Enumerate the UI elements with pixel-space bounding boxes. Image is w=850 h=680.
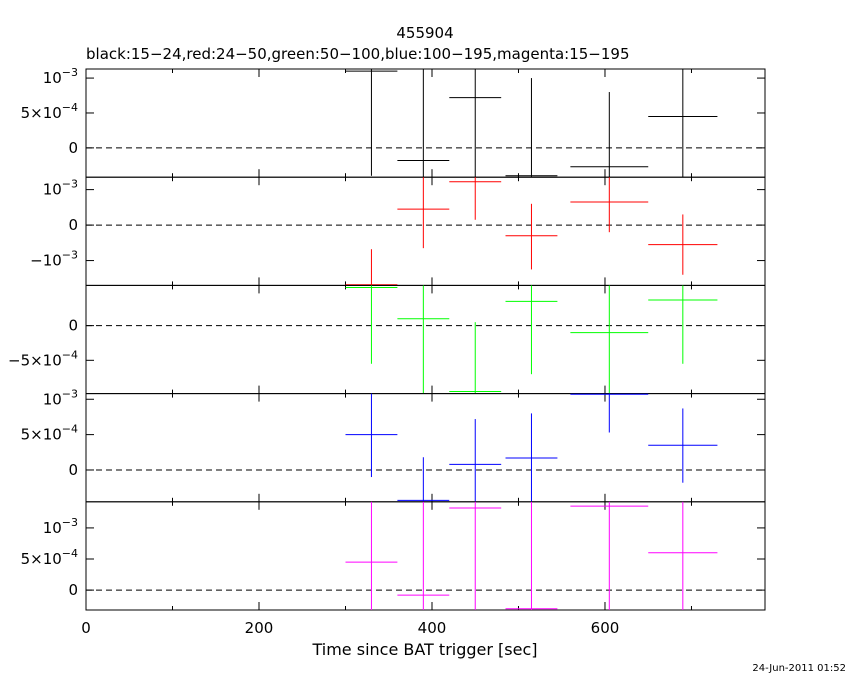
- data-point: [505, 413, 558, 502]
- x-tick-label: 600: [591, 619, 620, 637]
- data-point: [648, 214, 718, 275]
- chart-subtitle: black:15−24,red:24−50,green:50−100,blue:…: [86, 45, 630, 63]
- panel-magenta: 10−3 5×10−4 0: [21, 501, 766, 611]
- panels: 10−3 5×10−4 0 10−3 0 −10−3 0 −5×10−4 10−3 5×10−4 0…: [8, 66, 766, 611]
- x-tick-label: 400: [418, 619, 447, 637]
- panel-frame: [85, 393, 766, 503]
- y-tick-label: 0: [68, 216, 78, 234]
- data-point: [345, 501, 398, 610]
- y-tick-label: 5×10−4: [21, 101, 78, 122]
- panel-frame: [85, 501, 766, 611]
- data-point: [449, 322, 502, 394]
- data-point: [397, 285, 450, 394]
- data-point: [397, 177, 450, 249]
- y-tick-label: 10−3: [43, 387, 78, 408]
- panel-blue: 10−3 5×10−4 0: [21, 387, 766, 503]
- panel-frame: [85, 284, 766, 395]
- data-point: [449, 501, 502, 610]
- y-tick-label: 0: [68, 581, 78, 599]
- data-point: [345, 285, 398, 364]
- data-point: [570, 285, 649, 394]
- y-tick-label: 0: [68, 461, 78, 479]
- y-tick-label: 10−3: [43, 516, 78, 537]
- data-point: [505, 285, 558, 375]
- data-point: [570, 393, 649, 433]
- y-tick-label: 5×10−4: [21, 547, 78, 568]
- y-tick-label: 0: [68, 317, 78, 335]
- data-point: [570, 177, 649, 233]
- x-axis-label: Time since BAT trigger [sec]: [311, 640, 537, 659]
- x-tick-labels: 0 200 400 600: [81, 619, 619, 637]
- data-point: [345, 69, 398, 176]
- data-point: [648, 285, 718, 364]
- panel-frame: [85, 176, 766, 286]
- data-point: [648, 501, 718, 610]
- data-point: [397, 457, 450, 502]
- panel-red: 10−3 0 −10−3: [30, 176, 766, 286]
- y-tick-label: 0: [68, 139, 78, 157]
- y-tick-label: 10−3: [43, 66, 78, 87]
- y-tick-label: −10−3: [30, 249, 78, 270]
- data-point: [345, 249, 398, 286]
- panel-black: 10−3 5×10−4 0: [21, 66, 766, 178]
- data-point: [505, 501, 558, 610]
- timestamp: 24-Jun-2011 01:52: [752, 663, 846, 674]
- data-point: [505, 78, 558, 178]
- data-point: [449, 69, 502, 178]
- data-point: [648, 408, 718, 483]
- data-point: [505, 203, 558, 270]
- data-point: [570, 92, 649, 178]
- data-point: [345, 393, 398, 478]
- chart-title: 455904: [396, 24, 453, 42]
- data-point: [570, 501, 649, 610]
- x-tick-label: 0: [81, 619, 91, 637]
- panel-green: 0 −5×10−4: [8, 284, 766, 395]
- y-tick-label: 5×10−4: [21, 423, 78, 444]
- data-point: [648, 69, 718, 178]
- y-tick-label: 10−3: [43, 178, 78, 199]
- y-tick-label: −5×10−4: [8, 348, 78, 369]
- data-point: [397, 69, 450, 178]
- x-tick-label: 200: [245, 619, 274, 637]
- data-point: [449, 419, 502, 502]
- data-point: [397, 501, 450, 610]
- panel-frame: [85, 68, 766, 178]
- data-point: [449, 177, 502, 220]
